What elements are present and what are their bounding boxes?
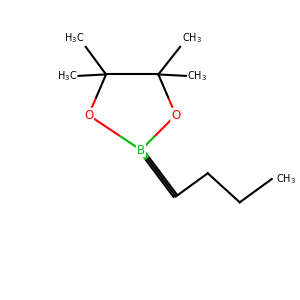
Text: B: B bbox=[137, 143, 145, 157]
Text: CH$_3$: CH$_3$ bbox=[182, 32, 202, 45]
Text: CH$_3$: CH$_3$ bbox=[188, 69, 207, 83]
Text: O: O bbox=[171, 109, 180, 122]
Text: H$_3$C: H$_3$C bbox=[57, 69, 77, 83]
Text: CH$_3$: CH$_3$ bbox=[276, 172, 296, 186]
Text: O: O bbox=[84, 109, 93, 122]
Text: H$_3$C: H$_3$C bbox=[64, 32, 84, 45]
